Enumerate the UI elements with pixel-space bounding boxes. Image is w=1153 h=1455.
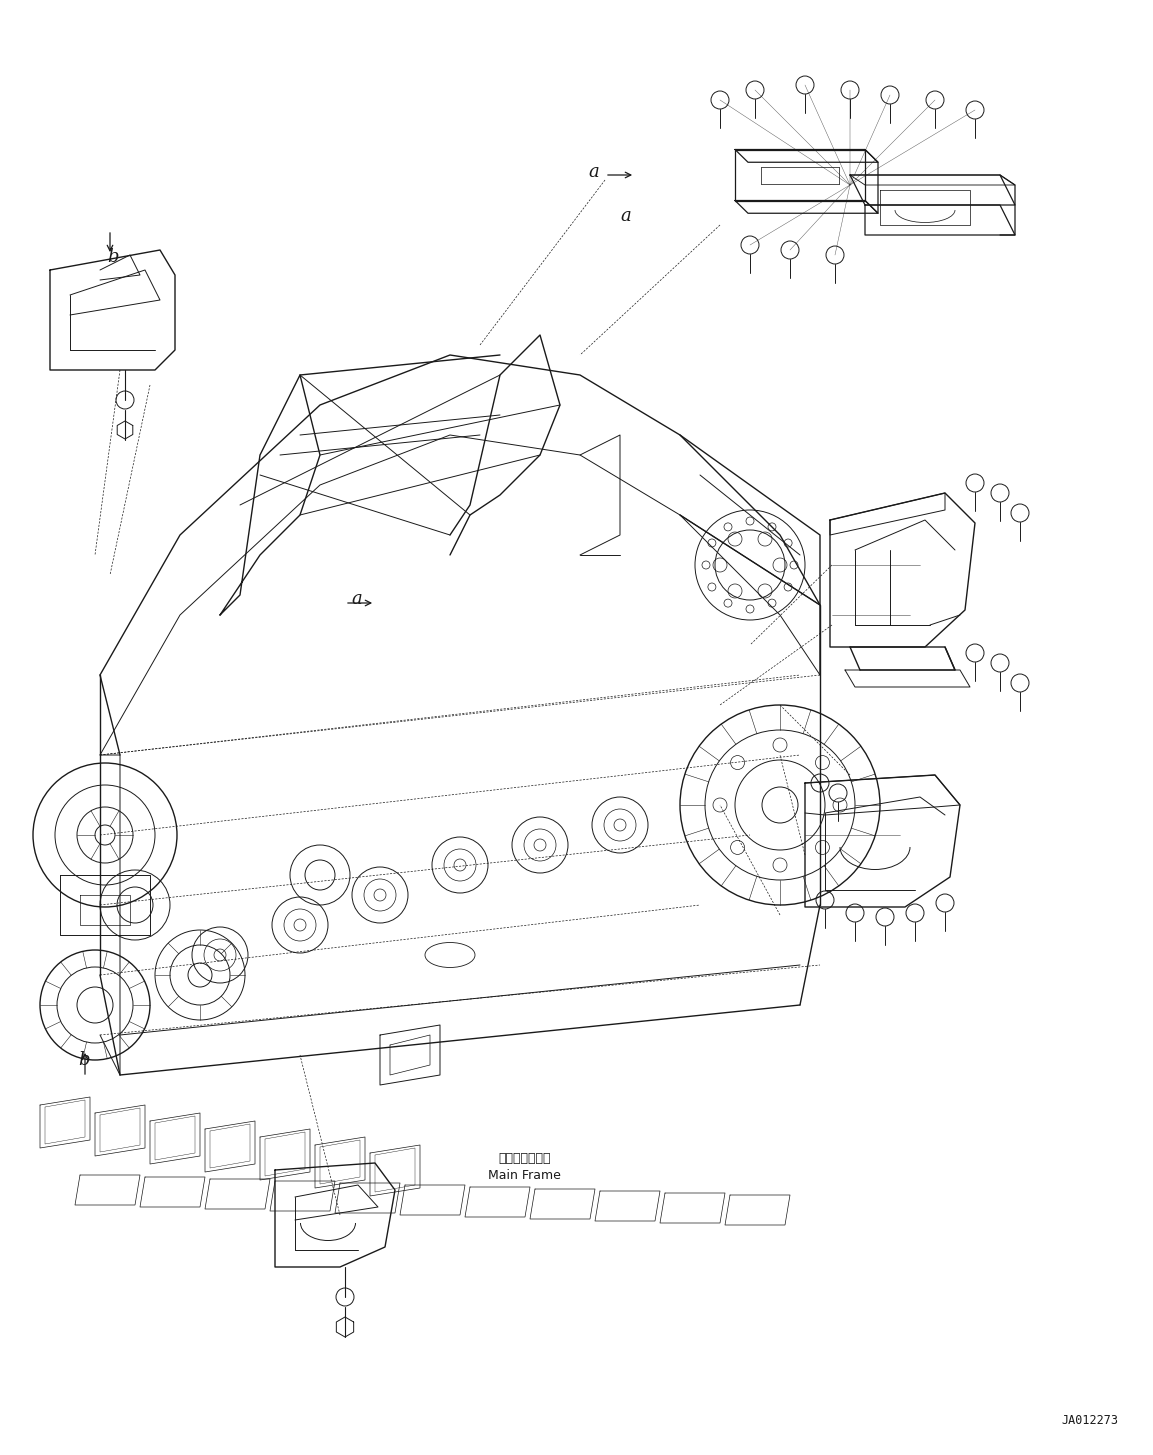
- Text: a: a: [620, 207, 631, 226]
- Text: b: b: [78, 1051, 90, 1069]
- Text: b: b: [107, 247, 119, 266]
- Text: a: a: [352, 589, 362, 608]
- Text: JA012273: JA012273: [1061, 1414, 1118, 1427]
- Text: メインフレーム
Main Frame: メインフレーム Main Frame: [488, 1152, 562, 1181]
- Text: a: a: [588, 163, 598, 180]
